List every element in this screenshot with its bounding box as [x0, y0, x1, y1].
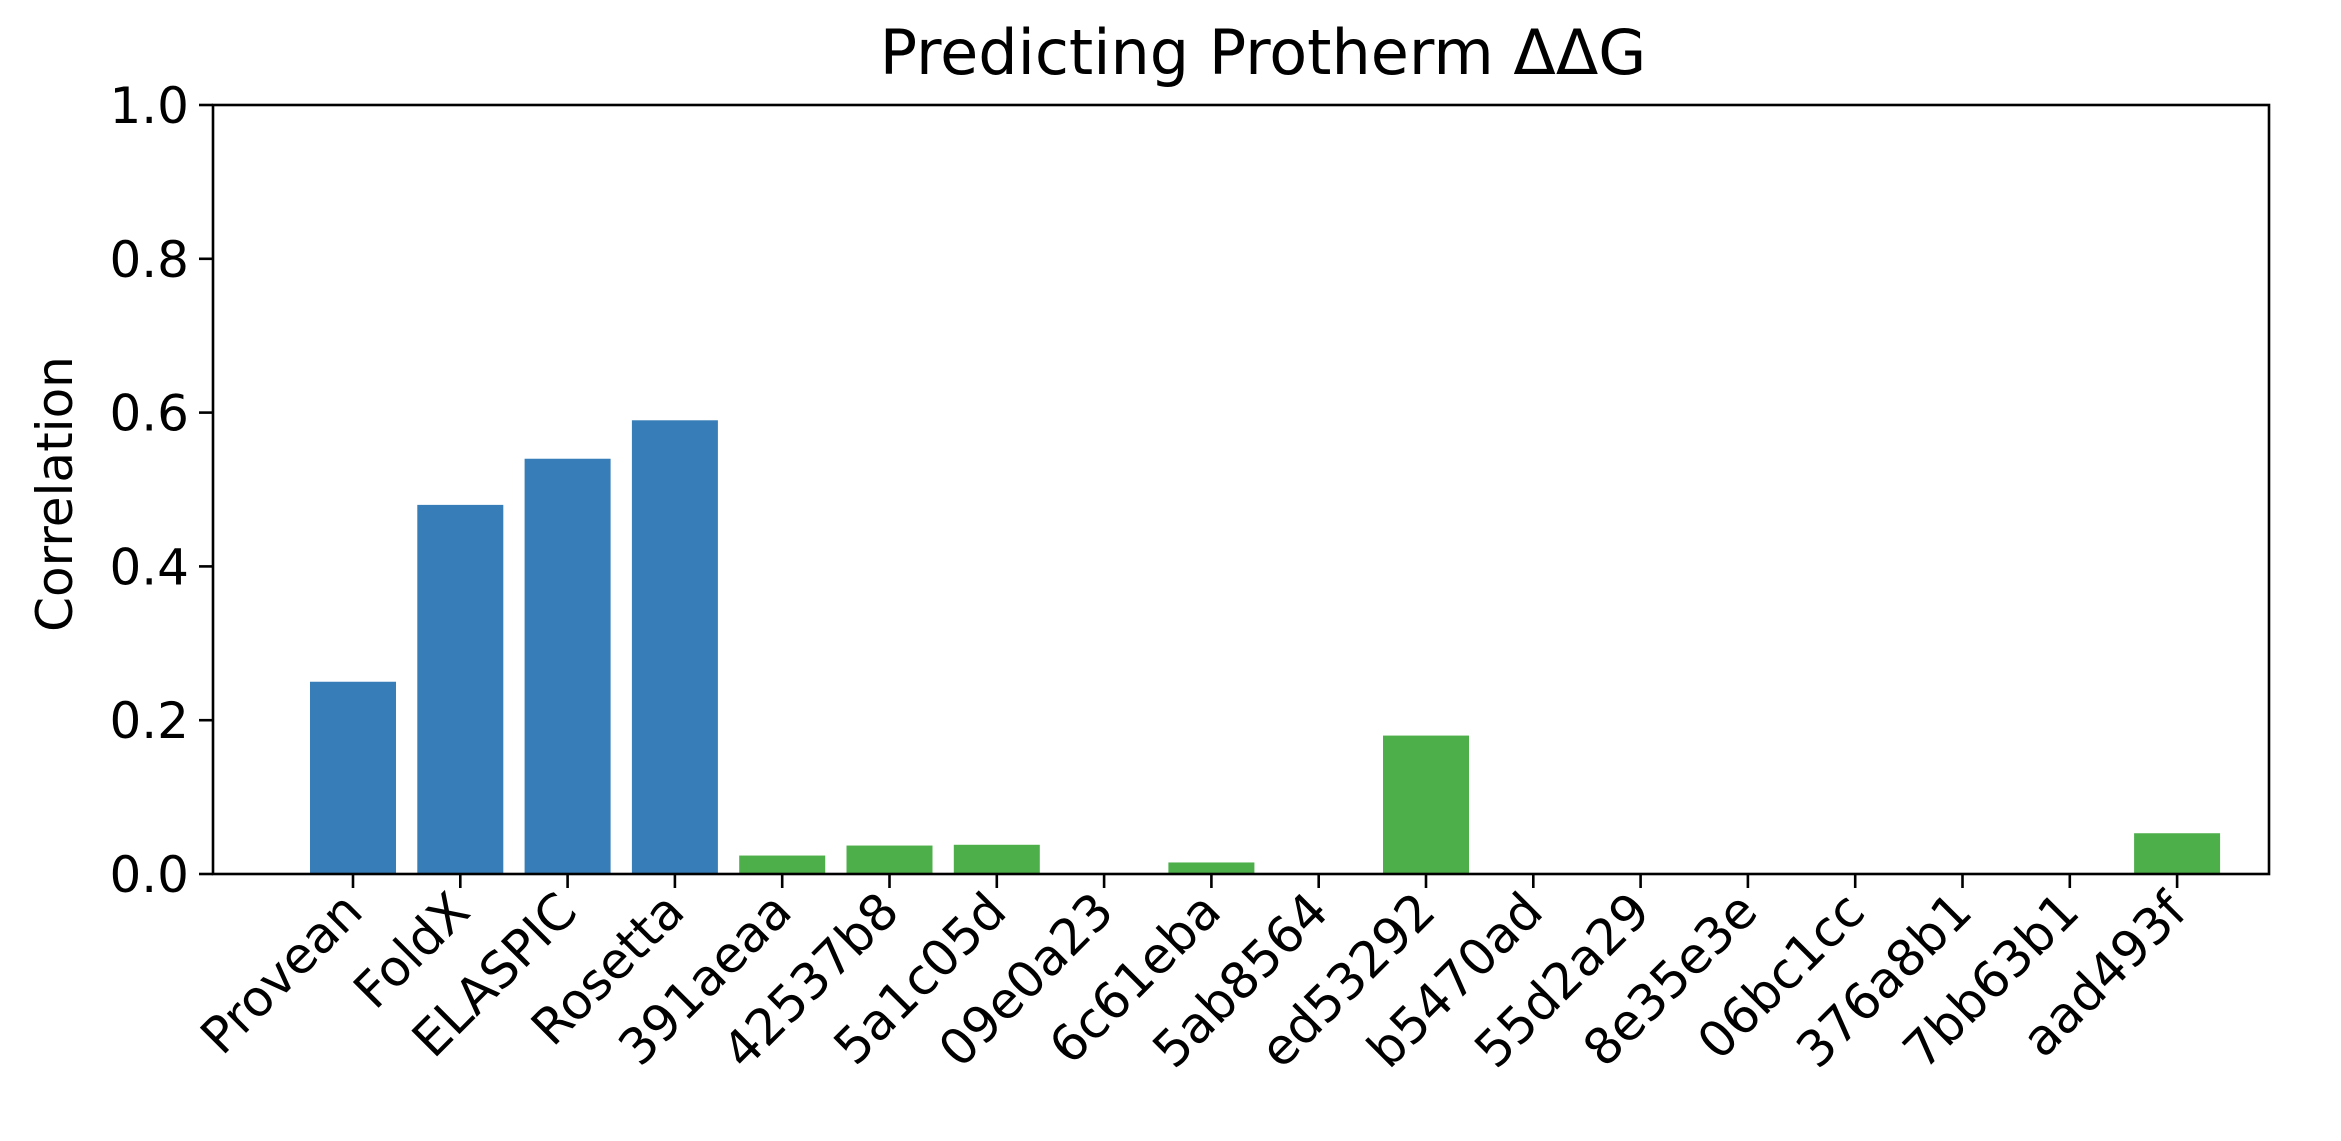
bar-rosetta: [631, 420, 718, 874]
bar-elaspic: [524, 458, 611, 874]
x-tick-label: Provean: [190, 881, 374, 1065]
y-tick-label: 0.4: [109, 538, 189, 596]
y-axis-ticks: 0.0 0.2 0.4 0.6 0.8 1.0: [109, 77, 213, 904]
bar-6c61eba: [1168, 862, 1255, 874]
plot-frame: [211, 103, 2271, 876]
y-tick-label: 0.0: [109, 846, 189, 904]
bar-provean: [310, 681, 396, 874]
x-axis-ticks: ProveanFoldXELASPICRosetta391aeaa42537b8…: [190, 874, 2199, 1080]
bar-ed53292: [1383, 735, 1469, 874]
y-tick-label: 0.6: [109, 385, 189, 443]
y-tick-label: 1.0: [109, 77, 189, 135]
y-axis-label: Correlation: [26, 356, 84, 632]
bar-42537b8: [846, 845, 933, 874]
bar-aad493f: [2134, 833, 2221, 874]
chart-title: Predicting Protherm ΔΔG: [880, 16, 1647, 89]
bar-5a1c05d: [953, 844, 1040, 874]
y-tick-label: 0.2: [109, 692, 189, 750]
bar-391aeaa: [739, 855, 826, 874]
y-tick-label: 0.8: [109, 231, 189, 289]
bar-foldx: [417, 504, 504, 874]
bars-layer: [310, 420, 2221, 874]
